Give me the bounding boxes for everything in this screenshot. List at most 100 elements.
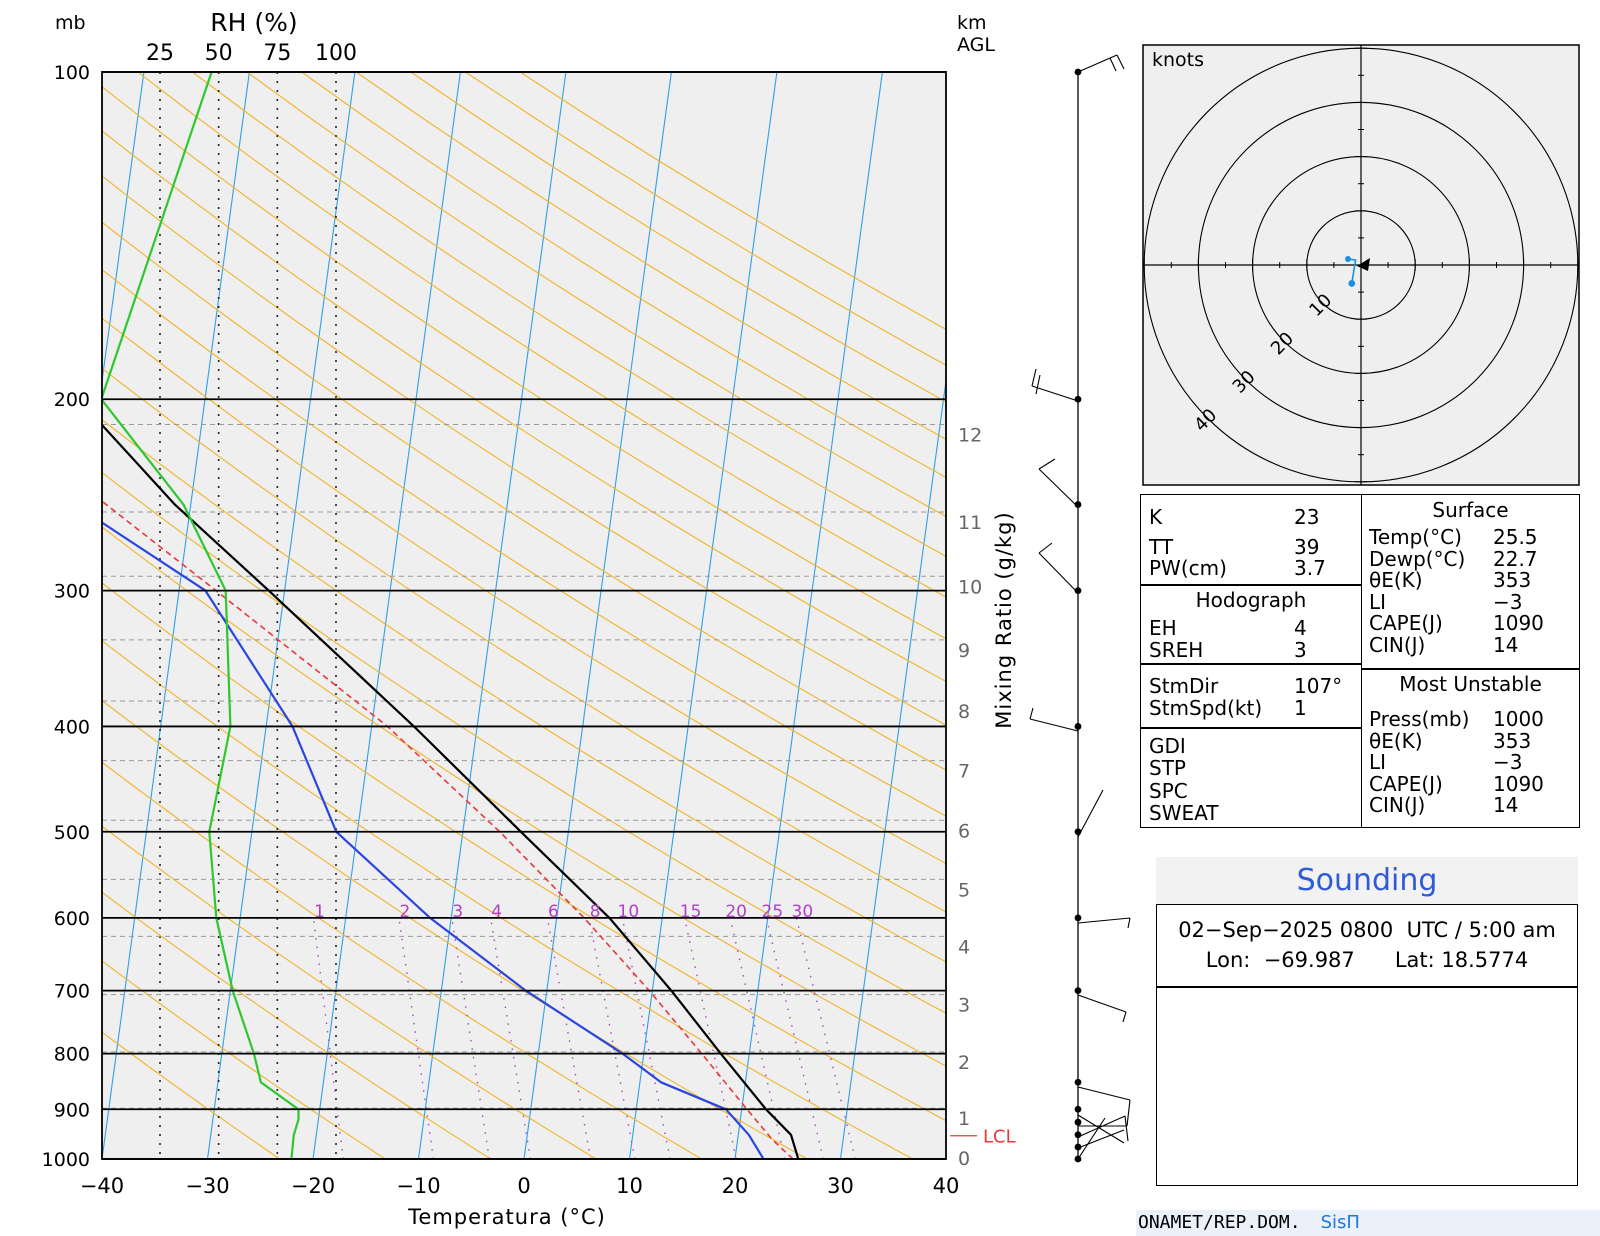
wind-barb (1077, 994, 1127, 1013)
wind-barb (1109, 57, 1117, 72)
wind-barb (1077, 1115, 1126, 1138)
most-unstable-row: CAPE(J) 1090 (1369, 771, 1565, 796)
storm-motion-marker (1357, 258, 1370, 271)
height-tick-label: 10 (958, 576, 982, 598)
wind-barb (1077, 54, 1118, 73)
hodograph-point (1348, 280, 1356, 287)
footer-bar: ONAMET/REP.DOM. SisΠ (1136, 1210, 1600, 1236)
wind-barb (1122, 1011, 1127, 1023)
rh-tick-label: 25 (146, 41, 174, 66)
wind-barb (1031, 368, 1037, 387)
divider (1140, 663, 1362, 665)
most-unstable-value: 1000 (1493, 707, 1544, 731)
mixing-ratio-label: 15 (680, 902, 702, 922)
wind-barb-dot (1074, 1131, 1082, 1139)
pressure-tick-label: 500 (54, 822, 90, 844)
mixing-ratio-label: 2 (400, 902, 411, 922)
most-unstable-value: 1090 (1493, 771, 1544, 796)
index-sweat: SWEAT (1149, 802, 1218, 824)
rh-tick-label: 50 (205, 41, 233, 66)
mixing-ratio-label: 10 (618, 902, 640, 922)
index-value: 39 (1294, 535, 1320, 559)
sounding-box (1156, 857, 1578, 1186)
index-stmdir: StmDir 107° (1149, 675, 1354, 697)
rh-axis-title: RH (%) (210, 8, 297, 37)
wind-barb (1038, 468, 1079, 508)
temperature-tick-label: −10 (396, 1174, 440, 1198)
surface-value: −3 (1493, 589, 1523, 614)
surface-title: Surface (1432, 498, 1509, 522)
wind-barb-dot (1074, 723, 1082, 730)
height-tick-label: 7 (958, 761, 970, 783)
surface-label: CAPE(J) (1369, 611, 1443, 635)
divider (1140, 584, 1362, 586)
temperature-tick-label: −40 (80, 1174, 124, 1198)
mixing-ratio-label: 3 (452, 902, 463, 922)
dry-adiabat-line (102, 640, 914, 1159)
agency-label: ONAMET/REP.DOM. (1138, 1212, 1301, 1233)
pressure-axis-label: mb (55, 12, 86, 34)
isotherm-line (312, 72, 461, 1159)
dry-adiabat-line (246, 72, 946, 518)
dry-adiabat-line (102, 891, 492, 1159)
dry-adiabat-line (102, 317, 946, 865)
index-value: 107° (1294, 674, 1343, 698)
most-unstable-value: 353 (1493, 728, 1532, 753)
surface-value: 1090 (1493, 611, 1544, 635)
surface-label: θE(K) (1369, 568, 1423, 592)
pressure-tick-label: 600 (54, 908, 90, 930)
index-label: SREH (1149, 638, 1204, 662)
most-unstable-rows: Press(mb) 1000 θE(K) 353 LI −3 CAPE(J) 1090 CIN(… (1369, 707, 1565, 817)
wind-barb (1077, 1114, 1125, 1144)
index-value: 3.7 (1294, 556, 1326, 580)
mixing-ratio-line (588, 917, 636, 1159)
surface-value: 22.7 (1493, 546, 1538, 571)
dry-adiabat-line (102, 526, 946, 1067)
index-label: EH (1149, 616, 1177, 640)
wind-barb (1077, 1117, 1106, 1160)
isotherm-line (0, 72, 38, 1159)
wind-barb-dot (1074, 587, 1082, 595)
wind-barb (1116, 54, 1125, 70)
dry-adiabat-line (102, 825, 597, 1159)
pressure-tick-label: 400 (54, 716, 90, 738)
most-unstable-title: Most Unstable (1399, 672, 1542, 696)
wind-barb (1031, 385, 1079, 402)
surface-value: 14 (1493, 632, 1519, 657)
index-sreh: SREH 3 (1149, 639, 1354, 661)
most-unstable-value: −3 (1493, 750, 1523, 774)
parcel-panel (1361, 494, 1580, 828)
mixing-ratio-label: 25 (762, 902, 784, 922)
index-label: STP (1149, 756, 1186, 780)
temperature-tick-label: 30 (827, 1174, 854, 1198)
temperature-tick-label: −30 (185, 1174, 229, 1198)
index-label: SPC (1149, 779, 1188, 803)
brand-label: SisΠ (1320, 1212, 1360, 1233)
divider (1156, 986, 1578, 988)
index-label: SWEAT (1149, 801, 1219, 825)
index-pw: PW(cm) 3.7 (1149, 557, 1354, 579)
dry-adiabat-line (102, 367, 946, 913)
mixing-ratio-label: 4 (491, 902, 502, 922)
wind-barb-dot (1074, 1078, 1082, 1086)
mixing-ratio-label: 6 (548, 902, 559, 922)
height-tick-label: 3 (958, 995, 970, 1017)
wind-barb (1126, 1099, 1131, 1127)
wind-barb-dot (1074, 395, 1082, 403)
height-tick-label: 11 (958, 512, 982, 534)
sounding-title: Sounding (1156, 857, 1578, 905)
most-unstable-row: θE(K) 353 (1369, 728, 1565, 753)
most-unstable-label: CAPE(J) (1369, 771, 1443, 796)
hodograph-point (1344, 256, 1351, 263)
rh-trace (102, 72, 300, 1159)
wind-barb-dot (1074, 1143, 1082, 1151)
index-label: K (1149, 505, 1163, 529)
height-tick-label: 8 (958, 701, 970, 723)
surface-label: CIN(J) (1369, 632, 1426, 657)
wind-barb (1127, 917, 1131, 929)
index-value: 3 (1294, 638, 1307, 662)
dry-adiabat-line (102, 1031, 281, 1159)
mixing-ratio-label: 20 (725, 902, 747, 922)
surface-label: Dewp(°C) (1369, 546, 1466, 571)
surface-row: Temp(°C) 25.5 (1369, 526, 1565, 549)
